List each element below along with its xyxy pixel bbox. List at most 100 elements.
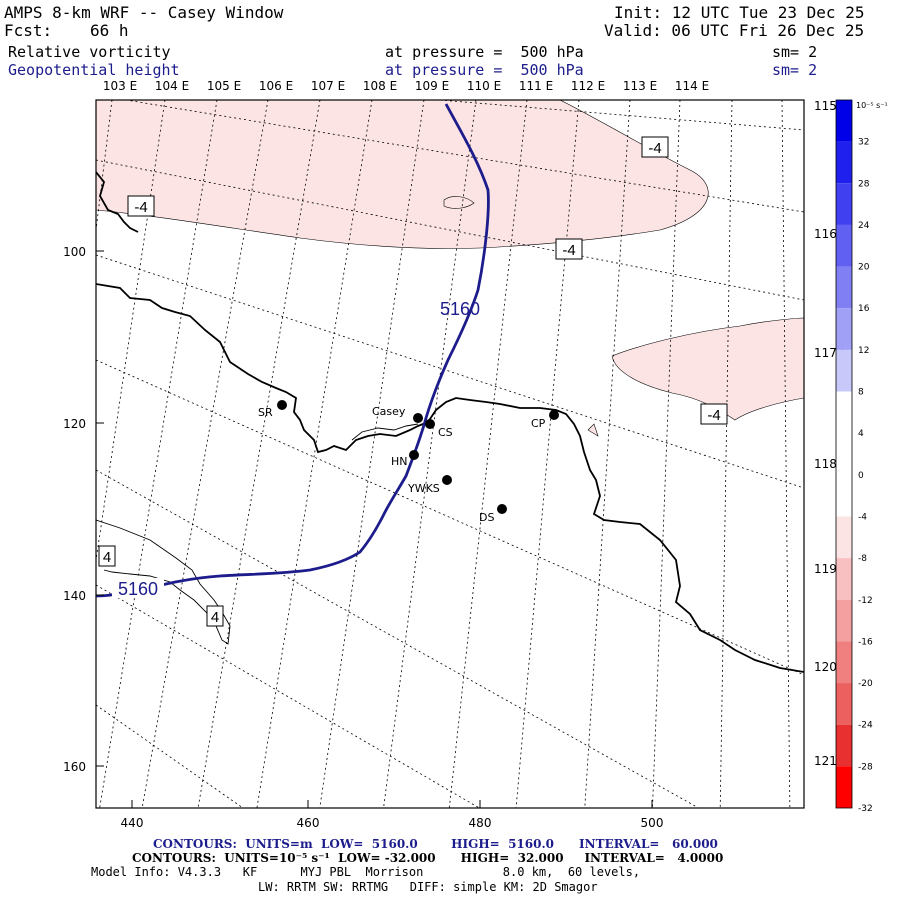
forecast-label: Fcst:: [4, 21, 53, 40]
station-label-sr: SR: [258, 406, 273, 419]
lon-top-107: 107 E: [311, 79, 345, 93]
vorticity-label-2: -4: [127, 195, 155, 217]
colorbar-segment: [836, 516, 852, 559]
ice-shelf-outline: [96, 423, 419, 645]
colorbar-segment: [836, 391, 852, 434]
colorbar-segment: [836, 308, 852, 350]
parallel-lines: [96, 100, 804, 808]
colorbar: 32 28 24 20 16 12 8 4 0 -4 -8 -12 -16 -20 -24 -28 -32: [835, 99, 873, 814]
coastline: [96, 171, 804, 673]
x-tick-440: 440: [121, 816, 144, 830]
lon-top-110: 110 E: [467, 79, 501, 93]
svg-text:4: 4: [103, 549, 111, 566]
valid-time: Valid: 06 UTC Fri 26 Dec 25: [604, 21, 865, 40]
station-label-casey: Casey: [372, 405, 406, 418]
field1-name: Relative vorticity: [8, 43, 171, 61]
x-tick-480: 480: [469, 816, 492, 830]
svg-text:-4: -4: [707, 407, 720, 424]
height-label-2: 5160: [118, 579, 158, 599]
colorbar-label: 24: [858, 221, 870, 231]
vorticity-label-4: -4: [700, 403, 728, 425]
colorbar-label: -24: [858, 721, 873, 731]
vorticity-label-1: -4: [641, 136, 669, 158]
colorbar-segment: [836, 641, 852, 684]
height-label-bg: [112, 578, 164, 598]
vorticity-label-6: 4: [206, 605, 224, 627]
field1-smoothing: sm= 2: [772, 43, 818, 61]
lon-top-103: 103 E: [103, 79, 137, 93]
meridian-lines: [96, 100, 791, 808]
colorbar-segment: [836, 724, 852, 767]
colorbar-label: 28: [858, 179, 870, 189]
lon-top-105: 105 E: [207, 79, 241, 93]
colorbar-label: 0: [858, 471, 864, 481]
colorbar-segment: [836, 558, 852, 600]
vorticity-label-5: 4: [98, 545, 116, 567]
colorbar-segment: [836, 100, 852, 142]
colorbar-label: 12: [858, 346, 869, 356]
vorticity-shade-tiny: [587, 423, 599, 437]
lon-top-114: 114 E: [675, 79, 709, 93]
init-time: Init: 12 UTC Tue 23 Dec 25: [614, 3, 865, 22]
footer-contours-height: CONTOURS: UNITS=m LOW= 5160.0 HIGH= 5160…: [153, 837, 718, 851]
station-label-ds: DS: [479, 511, 494, 524]
height-label-1: 5160: [440, 299, 480, 319]
field1-level: at pressure = 500 hPa: [385, 43, 584, 61]
y-tick-100: 100: [63, 245, 86, 259]
y-tick-120: 120: [63, 417, 86, 431]
colorbar-label: 20: [858, 263, 870, 273]
field2-smoothing: sm= 2: [772, 61, 818, 79]
colorbar-frame: [835, 99, 853, 809]
vorticity-shade-north: [96, 100, 709, 249]
vorticity-shade-small: [443, 196, 475, 209]
svg-text:-4: -4: [648, 140, 661, 157]
colorbar-segment: [836, 349, 852, 392]
svg-text:4: 4: [211, 609, 219, 626]
lon-top-109: 109 E: [415, 79, 449, 93]
colorbar-segment: [836, 474, 852, 517]
vorticity-shade-east: [611, 317, 804, 421]
y-tick-160: 160: [63, 760, 86, 774]
forecast-hour: 66 h: [90, 21, 129, 40]
svg-text:-4: -4: [134, 199, 147, 216]
lon-top-111: 111 E: [519, 79, 553, 93]
x-tick-460: 460: [297, 816, 320, 830]
lon-top-104: 104 E: [155, 79, 189, 93]
station-markers: [277, 400, 559, 514]
colorbar-segment: [836, 266, 852, 309]
lon-top-108: 108 E: [363, 79, 397, 93]
y-tick-140: 140: [63, 589, 86, 603]
colorbar-label: -32: [858, 804, 873, 814]
colorbar-label: -28: [858, 762, 873, 772]
footer-contours-vorticity: CONTOURS: UNITS=10⁻⁵ s⁻¹ LOW= -32.000 HI…: [132, 851, 724, 865]
lon-top-113: 113 E: [623, 79, 657, 93]
lon-top-112: 112 E: [571, 79, 605, 93]
axis-ticks: [96, 250, 653, 808]
colorbar-label: -20: [858, 679, 873, 689]
footer-model-physics: LW: RRTM SW: RRTMG DIFF: simple KM: 2D S…: [258, 880, 598, 894]
vorticity-label-3: -4: [555, 238, 583, 260]
lon-top-106: 106 E: [259, 79, 293, 93]
station-label-ywks: YWKS: [407, 482, 440, 495]
colorbar-label: -12: [858, 596, 873, 606]
plot-frame: [95, 99, 805, 809]
colorbar-label: 16: [858, 304, 870, 314]
x-tick-500: 500: [641, 816, 664, 830]
svg-text:-4: -4: [562, 242, 575, 259]
colorbar-segment: [836, 433, 852, 475]
field2-name: Geopotential height: [8, 61, 180, 79]
colorbar-label: 32: [858, 138, 869, 148]
colorbar-unit: 10⁻⁵ s⁻¹: [856, 101, 888, 110]
station-label-cp: CP: [531, 417, 546, 430]
footer-model-info: Model Info: V4.3.3 KF MYJ PBL Morrison 8…: [91, 865, 641, 879]
colorbar-segment: [836, 183, 852, 225]
height-contour-5160: [96, 103, 490, 598]
colorbar-label: 8: [858, 388, 864, 398]
colorbar-segment: [836, 766, 852, 808]
colorbar-label: -8: [858, 554, 867, 564]
field2-level: at pressure = 500 hPa: [385, 61, 584, 79]
colorbar-segment: [836, 599, 852, 642]
station-label-cs: CS: [438, 426, 453, 439]
colorbar-segment: [836, 141, 852, 184]
